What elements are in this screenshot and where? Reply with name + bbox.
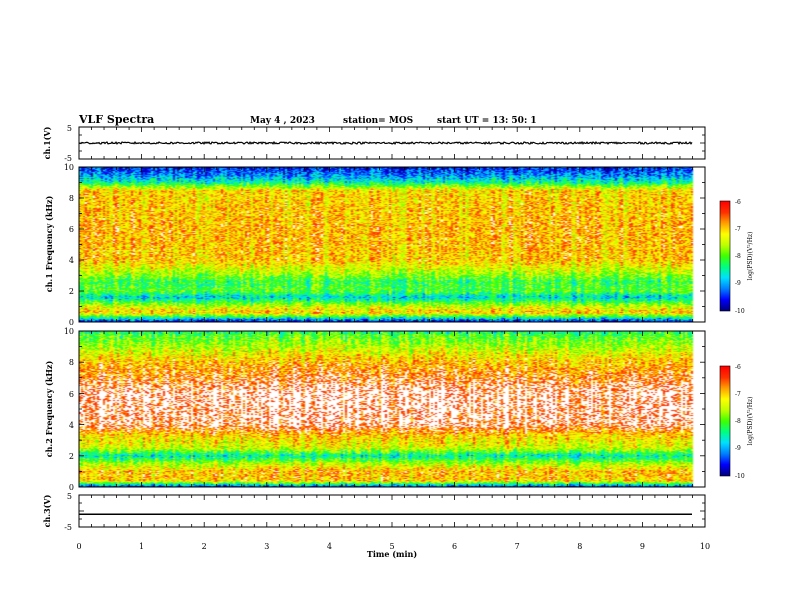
ch2-ytick-2: 2 <box>69 452 74 461</box>
ch2-spectrogram-ylabel: ch.2 Frequency (kHz) <box>44 361 54 458</box>
ch2-colorbar-label: log(PSD)(V²/Hz) <box>747 397 754 446</box>
time-axis-tick-label: 0 <box>76 542 81 551</box>
ch1-spectrogram-image <box>79 167 705 322</box>
ch2-ytick-0: 0 <box>69 483 74 492</box>
ch2-spectrogram-image <box>79 331 705 487</box>
ch1-cbar-tick-m10: -10 <box>735 308 745 315</box>
time-axis-tick-label: 5 <box>389 542 394 551</box>
ch3-ytick-bottom: -5 <box>64 523 72 532</box>
ch2-ytick-8: 8 <box>69 358 74 367</box>
ch1-spectrogram-ylabel: ch.1 Frequency (kHz) <box>44 196 54 293</box>
ch1-colorbar-image <box>720 201 730 311</box>
ch2-ytick-6: 6 <box>69 390 74 399</box>
station-label: station= MOS <box>343 116 413 126</box>
time-axis-tick-label: 3 <box>264 542 269 551</box>
ch2-cbar-tick-m10: -10 <box>735 473 745 480</box>
ch2-cbar-tick-m8: -8 <box>735 418 741 425</box>
ch3-ytick-top: 5 <box>67 492 72 501</box>
time-axis-tick-labels: 0 1 2 3 4 5 6 7 8 9 10 <box>76 542 710 551</box>
ch2-spectrogram-panel: 10 8 6 4 2 0 ch.2 Frequency (kHz) <box>44 327 706 492</box>
ch3-waveform-ylabel: ch.3(V) <box>42 494 52 527</box>
time-axis-tick-label: 2 <box>202 542 207 551</box>
axis-ticks <box>78 126 706 528</box>
ch1-ytick-8: 8 <box>69 194 74 203</box>
figure-title: VLF Spectra <box>78 113 154 126</box>
time-axis-tick-label: 9 <box>640 542 645 551</box>
ch1-cbar-tick-m7: -7 <box>735 226 741 233</box>
ch1-ytick-2: 2 <box>69 287 74 296</box>
time-axis-tick-label: 8 <box>577 542 582 551</box>
ch1-ytick-4: 4 <box>69 256 74 265</box>
ch1-ytick-6: 6 <box>69 225 74 234</box>
time-axis-tick-label: 10 <box>700 542 710 551</box>
start-ut-label: start UT = 13: 50: 1 <box>437 116 537 126</box>
date-label: May 4 , 2023 <box>250 116 315 126</box>
ch2-cbar-tick-m7: -7 <box>735 391 741 398</box>
ch1-waveform-trace <box>78 140 693 146</box>
ch2-cbar-tick-m6: -6 <box>735 364 741 371</box>
ch2-colorbar-frame <box>719 365 731 477</box>
ch2-ytick-4: 4 <box>69 421 74 430</box>
time-axis-label: Time (min) <box>367 549 417 559</box>
ch1-ytick-bottom: -5 <box>64 154 72 163</box>
ch2-cbar-tick-m9: -9 <box>735 445 741 452</box>
ch2-colorbar-image <box>720 366 730 476</box>
ch1-cbar-tick-m9: -9 <box>735 280 741 287</box>
ch1-ytick-0: 0 <box>69 318 74 327</box>
ch1-spectrogram-panel: 10 8 6 4 2 0 ch.1 Frequency (kHz) <box>44 163 706 327</box>
ch1-colorbar: -6 -7 -8 -9 -10 log(PSD)(V²/Hz) <box>719 199 754 315</box>
ch1-cbar-tick-m8: -8 <box>735 253 741 260</box>
ch2-colorbar: -6 -7 -8 -9 -10 log(PSD)(V²/Hz) <box>719 364 754 480</box>
ch1-cbar-tick-m6: -6 <box>735 199 741 206</box>
time-axis-tick-label: 1 <box>139 542 144 551</box>
time-axis-tick-label: 7 <box>515 542 520 551</box>
ch2-ytick-10: 10 <box>64 327 74 336</box>
ch1-colorbar-frame <box>719 200 731 312</box>
time-axis-tick-label: 4 <box>327 542 332 551</box>
ch1-ytick-top: 5 <box>67 124 72 133</box>
ch1-ytick-10: 10 <box>64 163 74 172</box>
ch1-waveform-ylabel: ch.1(V) <box>42 126 52 159</box>
ch1-colorbar-label: log(PSD)(V²/Hz) <box>747 232 754 281</box>
time-axis-tick-label: 6 <box>452 542 457 551</box>
